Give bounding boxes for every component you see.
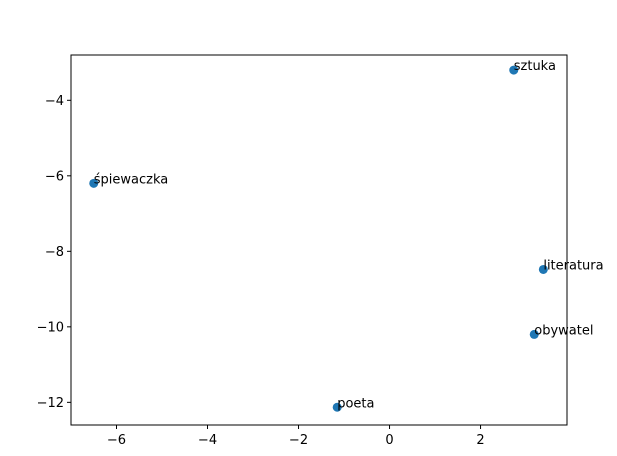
x-tick-label: 2 xyxy=(476,433,484,448)
x-tick-label: 0 xyxy=(385,433,393,448)
x-tick-label: −4 xyxy=(198,433,217,448)
data-point xyxy=(509,65,519,75)
y-tick-label: −4 xyxy=(45,94,64,109)
point-label: literatura xyxy=(543,258,603,273)
y-tick-label: −6 xyxy=(45,169,64,184)
point-label: śpiewaczka xyxy=(94,172,168,187)
x-axis-ticks: −6 −4 −2 0 2 xyxy=(107,425,485,448)
data-point xyxy=(89,178,99,188)
points-layer xyxy=(89,65,548,412)
y-tick-label: −12 xyxy=(37,396,64,411)
data-point xyxy=(529,329,539,339)
data-point xyxy=(538,264,548,274)
y-tick-label: −10 xyxy=(37,320,64,335)
point-label: obywatel xyxy=(534,323,593,338)
y-axis-ticks: −12 −10 −8 −6 −4 xyxy=(37,94,71,411)
x-tick-label: −2 xyxy=(289,433,308,448)
y-tick-label: −8 xyxy=(45,245,64,260)
point-labels-layer: sztuka śpiewaczka literatura obywatel poeta xyxy=(94,59,604,411)
point-label: sztuka xyxy=(514,59,556,74)
x-tick-label: −6 xyxy=(107,433,126,448)
data-point xyxy=(332,402,342,412)
point-label: poeta xyxy=(337,396,374,411)
axes-frame xyxy=(70,54,568,426)
